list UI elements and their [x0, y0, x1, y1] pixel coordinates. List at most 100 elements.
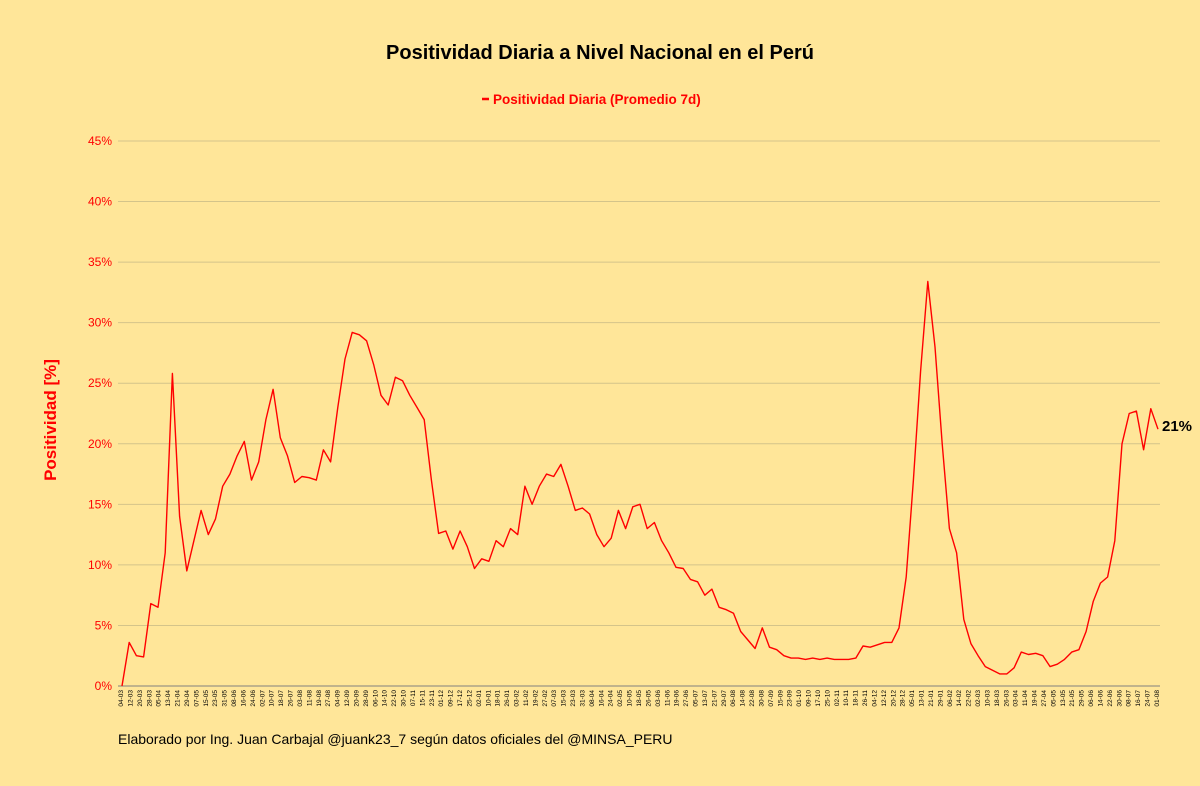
- x-tick-label: 18-07: [278, 690, 285, 707]
- x-tick-label: 11-02: [523, 690, 530, 707]
- x-tick-label: 16-06: [240, 690, 247, 707]
- x-tick-label: 30-10: [401, 690, 408, 707]
- x-tick-label: 28-09: [363, 690, 370, 707]
- x-tick-label: 13-05: [1060, 690, 1067, 707]
- x-tick-label: 11-06: [664, 690, 671, 707]
- y-tick-label: 10%: [88, 558, 112, 572]
- y-tick-label: 5%: [95, 618, 113, 632]
- x-tick-label: 27-02: [542, 690, 549, 707]
- x-tick-label: 25-10: [824, 690, 831, 707]
- x-tick-label: 06-02: [947, 690, 954, 707]
- x-tick-label: 04-03: [118, 690, 125, 707]
- x-tick-label: 15-11: [419, 690, 426, 707]
- x-tick-label: 30-06: [1116, 690, 1123, 707]
- x-tick-label: 21-05: [1069, 690, 1076, 707]
- x-tick-label: 05-04: [156, 690, 163, 707]
- x-tick-label: 15-09: [777, 690, 784, 707]
- x-tick-label: 15-05: [203, 690, 210, 707]
- x-tick-label: 03-08: [297, 690, 304, 707]
- x-tick-label: 29-07: [721, 690, 728, 707]
- x-tick-label: 13-04: [165, 690, 172, 707]
- series-layer: [121, 280, 1159, 687]
- gridlines: [118, 140, 1160, 626]
- x-tick-label: 17-12: [457, 690, 464, 707]
- x-tick-label: 27-08: [325, 690, 332, 707]
- x-tick-label: 10-01: [485, 690, 492, 707]
- x-tick-label: 19-04: [1032, 690, 1039, 707]
- x-tick-label: 07-05: [193, 690, 200, 707]
- x-tick-label: 06-10: [372, 690, 379, 707]
- x-tick-label: 26-05: [645, 690, 652, 707]
- x-tick-label: 04-12: [871, 690, 878, 707]
- x-tick-label: 05-01: [909, 690, 916, 707]
- chart-title: Positividad Diaria a Nivel Nacional en e…: [386, 42, 814, 64]
- y-tick-label: 45%: [88, 134, 112, 148]
- x-tick-label: 14-08: [740, 690, 747, 707]
- x-tick-label: 26-11: [862, 690, 869, 707]
- y-tick-label: 25%: [88, 376, 112, 390]
- x-tick-label: 23-09: [787, 690, 794, 707]
- x-tick-labels: 04-03 12-03 20-03 28-03 05-04 13-04 21-04 29-04…: [118, 690, 1161, 707]
- x-tick-label: 23-11: [429, 690, 436, 707]
- x-tick-label: 24-07: [1145, 690, 1152, 707]
- x-tick-label: 03-02: [514, 690, 521, 707]
- x-tick-label: 27-06: [683, 690, 690, 707]
- x-tick-label: 07-09: [768, 690, 775, 707]
- y-tick-label: 15%: [88, 497, 112, 511]
- x-tick-label: 19-02: [532, 690, 539, 707]
- x-tick-label: 19-06: [674, 690, 681, 707]
- x-tick-label: 18-01: [495, 690, 502, 707]
- x-tick-label: 01-08: [1154, 690, 1161, 707]
- x-tick-label: 07-03: [551, 690, 558, 707]
- x-tick-label: 29-01: [937, 690, 944, 707]
- x-tick-label: 06-06: [1088, 690, 1095, 707]
- x-tick-label: 26-03: [1003, 690, 1010, 707]
- x-tick-label: 17-10: [815, 690, 822, 707]
- x-tick-label: 08-04: [589, 690, 596, 707]
- x-tick-label: 18-03: [994, 690, 1001, 707]
- x-tick-label: 14-02: [956, 690, 963, 707]
- x-tick-label: 28-12: [900, 690, 907, 707]
- x-tick-label: 05-07: [693, 690, 700, 707]
- x-tick-label: 22-02: [966, 690, 973, 707]
- x-tick-label: 15-03: [561, 690, 568, 707]
- x-tick-label: 13-07: [702, 690, 709, 707]
- x-tick-label: 02-07: [259, 690, 266, 707]
- x-tick-label: 21-01: [928, 690, 935, 707]
- x-tick-label: 12-09: [344, 690, 351, 707]
- x-tick-label: 14-10: [382, 690, 389, 707]
- x-tick-label: 16-07: [1135, 690, 1142, 707]
- x-tick-label: 30-08: [758, 690, 765, 707]
- x-tick-label: 21-04: [175, 690, 182, 707]
- x-tick-label: 08-06: [231, 690, 238, 707]
- x-tick-label: 24-04: [608, 690, 615, 707]
- y-tick-label: 40%: [88, 195, 112, 209]
- x-tick-label: 10-07: [269, 690, 276, 707]
- y-tick-labels: 0% 5% 10% 15% 20% 25% 30% 35% 40% 45%: [88, 134, 112, 693]
- x-tick-label: 31-05: [222, 690, 229, 707]
- x-tick-label: 20-03: [137, 690, 144, 707]
- x-tick-label: 14-06: [1097, 690, 1104, 707]
- x-tick-label: 12-03: [127, 690, 134, 707]
- x-tick-label: 09-12: [448, 690, 455, 707]
- x-tick-label: 29-05: [1079, 690, 1086, 707]
- x-tick-label: 10-03: [984, 690, 991, 707]
- x-tick-label: 22-10: [391, 690, 398, 707]
- x-tick-label: 23-03: [570, 690, 577, 707]
- series-line: [121, 280, 1159, 687]
- x-tick-label: 01-12: [438, 690, 445, 707]
- end-value-label: 21%: [1162, 418, 1192, 435]
- x-tick-label: 26-07: [288, 690, 295, 707]
- x-tick-label: 08-07: [1126, 690, 1133, 707]
- x-tick-label: 09-10: [806, 690, 813, 707]
- x-tick-label: 04-09: [335, 690, 342, 707]
- y-axis-label: Positividad [%]: [41, 359, 60, 481]
- x-tick-label: 28-03: [146, 690, 153, 707]
- y-tick-label: 35%: [88, 255, 112, 269]
- x-tick-label: 22-08: [749, 690, 756, 707]
- x-tick-label: 02-01: [476, 690, 483, 707]
- x-tick-label: 29-04: [184, 690, 191, 707]
- x-tick-label: 18-05: [636, 690, 643, 707]
- y-tick-label: 30%: [88, 316, 112, 330]
- x-tick-label: 12-12: [881, 690, 888, 707]
